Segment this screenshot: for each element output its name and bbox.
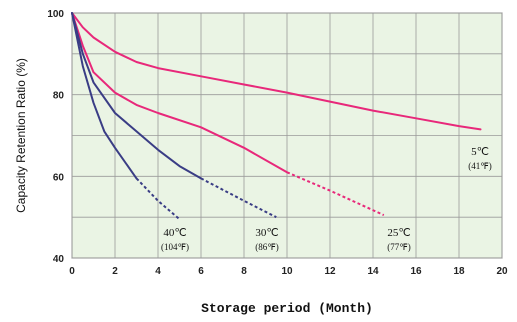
series-dashed-25c [286, 171, 385, 217]
series-dashed-30c [200, 177, 277, 219]
x-tick-label: 14 [367, 266, 379, 277]
x-tick-label: 20 [496, 266, 508, 277]
series-sublabel-40c: (104℉) [161, 242, 189, 252]
series-sublabel-30c: (86℉) [255, 242, 279, 252]
x-tick-label: 4 [155, 266, 161, 277]
x-tick-label: 12 [324, 266, 336, 277]
series-line-25c [71, 12, 288, 174]
x-tick-label: 16 [410, 266, 422, 277]
x-axis-label: Storage period (Month) [201, 301, 373, 316]
y-axis-label: Capacity Retention Ratio (%) [14, 58, 28, 213]
series-label-25c: 25℃ [387, 227, 410, 239]
series-label-5c: 5℃ [471, 146, 489, 158]
series-line-5c [71, 12, 482, 131]
series-line-40c [71, 12, 138, 180]
y-tick-label: 40 [53, 254, 65, 265]
y-tick-label: 100 [47, 9, 64, 20]
series-line-30c [71, 12, 202, 180]
series-sublabel-5c: (41℉) [468, 161, 492, 171]
series-lines [71, 12, 482, 220]
grid [71, 12, 503, 259]
series-sublabel-25c: (77℉) [387, 242, 411, 252]
x-axis-ticks: 0 2 4 6 8 10 12 14 16 18 20 [69, 266, 508, 277]
series-label-30c: 30℃ [255, 227, 278, 239]
x-tick-label: 18 [453, 266, 465, 277]
x-tick-label: 6 [198, 266, 204, 277]
x-tick-label: 10 [281, 266, 293, 277]
y-tick-label: 60 [53, 172, 65, 183]
series-annotations: 5℃ (41℉) 25℃ (77℉) 30℃ (86℉) 40℃ (104℉) [161, 146, 492, 252]
x-tick-label: 2 [112, 266, 118, 277]
series-label-40c: 40℃ [163, 227, 186, 239]
x-tick-label: 0 [69, 266, 75, 277]
x-tick-label: 8 [241, 266, 247, 277]
series-dashed-40c [135, 177, 181, 220]
y-axis-ticks: 40 60 80 100 [47, 9, 64, 265]
y-tick-label: 80 [53, 91, 65, 102]
